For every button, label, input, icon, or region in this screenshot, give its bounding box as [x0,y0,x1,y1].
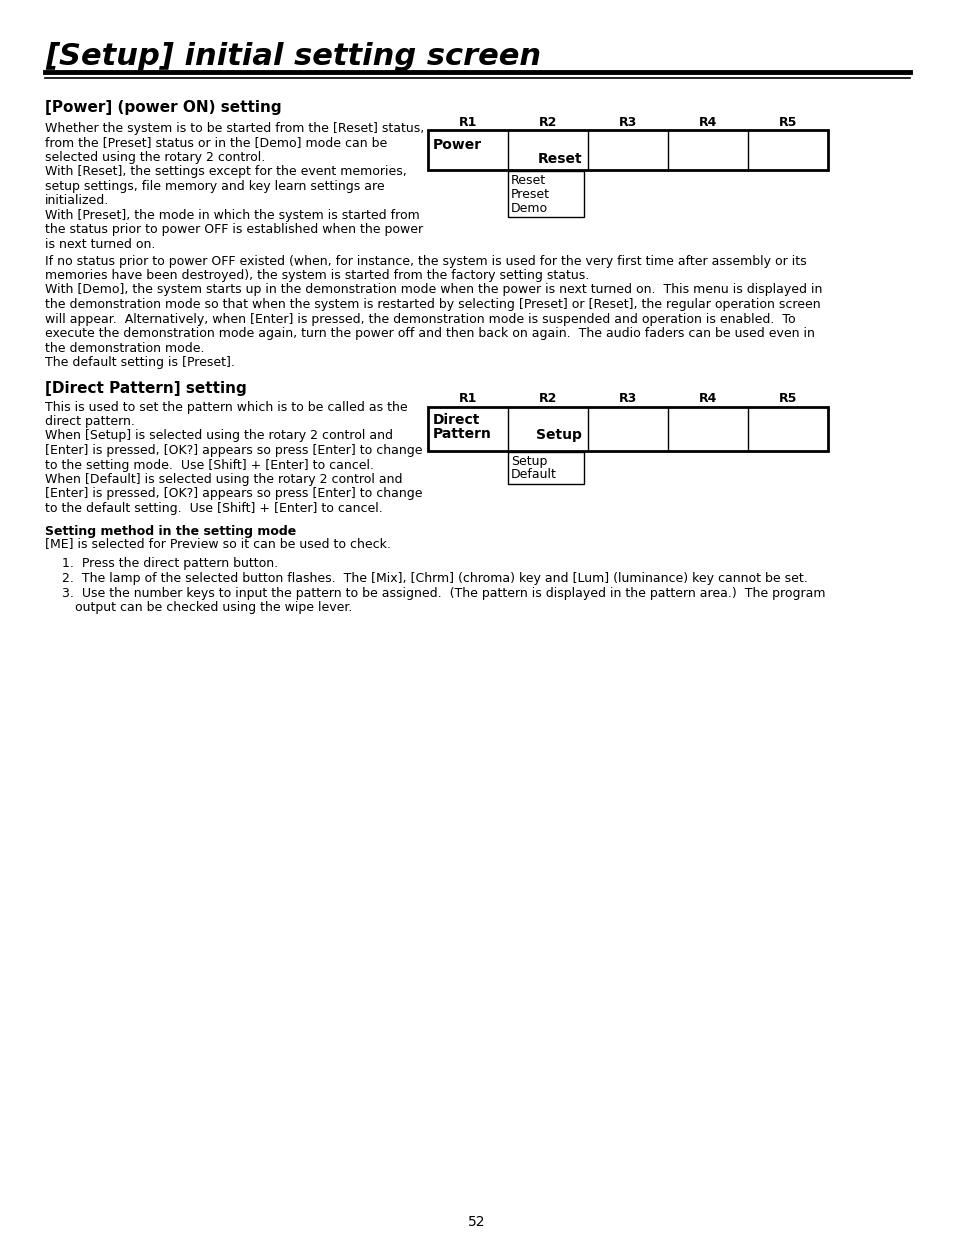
Text: the status prior to power OFF is established when the power: the status prior to power OFF is establi… [45,224,423,236]
Text: selected using the rotary 2 control.: selected using the rotary 2 control. [45,151,265,165]
Text: R2: R2 [538,392,557,406]
Bar [428,130,827,169]
Text: R5: R5 [778,116,797,129]
Text: Setting method in the setting mode: Setting method in the setting mode [45,524,296,538]
Text: execute the demonstration mode again, turn the power off and then back on again.: execute the demonstration mode again, tu… [45,327,814,340]
Text: R3: R3 [618,116,637,129]
Text: output can be checked using the wipe lever.: output can be checked using the wipe lev… [75,601,352,614]
Text: R3: R3 [618,392,637,406]
Text: This is used to set the pattern which is to be called as the: This is used to set the pattern which is… [45,401,407,413]
Text: 2.  The lamp of the selected button flashes.  The [Mix], [Chrm] (chroma) key and: 2. The lamp of the selected button flash… [62,571,807,585]
Text: 52: 52 [468,1215,485,1230]
Text: Demo: Demo [511,202,548,215]
Text: will appear.  Alternatively, when [Enter] is pressed, the demonstration mode is : will appear. Alternatively, when [Enter]… [45,313,795,325]
Text: Preset: Preset [511,188,550,200]
Text: is next turned on.: is next turned on. [45,238,155,251]
Text: initialized.: initialized. [45,194,110,208]
Text: With [Preset], the mode in which the system is started from: With [Preset], the mode in which the sys… [45,209,419,221]
Text: R5: R5 [778,392,797,406]
Text: to the default setting.  Use [Shift] + [Enter] to cancel.: to the default setting. Use [Shift] + [E… [45,502,382,515]
Text: [Enter] is pressed, [OK?] appears so press [Enter] to change: [Enter] is pressed, [OK?] appears so pre… [45,444,422,456]
Text: Reset: Reset [511,174,545,187]
Text: R2: R2 [538,116,557,129]
Text: R4: R4 [699,116,717,129]
Text: to the setting mode.  Use [Shift] + [Enter] to cancel.: to the setting mode. Use [Shift] + [Ente… [45,459,374,471]
Text: setup settings, file memory and key learn settings are: setup settings, file memory and key lear… [45,181,384,193]
Text: the demonstration mode so that when the system is restarted by selecting [Preset: the demonstration mode so that when the … [45,298,820,310]
Bar [507,452,583,484]
Text: direct pattern.: direct pattern. [45,414,134,428]
Text: With [Demo], the system starts up in the demonstration mode when the power is ne: With [Demo], the system starts up in the… [45,283,821,297]
Text: Whether the system is to be started from the [Reset] status,: Whether the system is to be started from… [45,122,424,135]
Bar [428,407,827,450]
Text: When [Default] is selected using the rotary 2 control and: When [Default] is selected using the rot… [45,473,402,486]
Text: Power: Power [433,139,481,152]
Text: R4: R4 [699,392,717,406]
Text: R1: R1 [458,116,476,129]
Text: [Power] (power ON) setting: [Power] (power ON) setting [45,100,281,115]
Text: [Setup] initial setting screen: [Setup] initial setting screen [45,42,540,71]
Text: Direct: Direct [433,412,480,427]
Text: With [Reset], the settings except for the event memories,: With [Reset], the settings except for th… [45,166,406,178]
Text: 3.  Use the number keys to input the pattern to be assigned.  (The pattern is di: 3. Use the number keys to input the patt… [62,586,824,600]
Text: Setup: Setup [536,428,581,443]
Text: Setup: Setup [511,454,547,468]
Text: [Direct Pattern] setting: [Direct Pattern] setting [45,381,247,396]
Text: [Enter] is pressed, [OK?] appears so press [Enter] to change: [Enter] is pressed, [OK?] appears so pre… [45,487,422,501]
Text: the demonstration mode.: the demonstration mode. [45,341,204,355]
Text: The default setting is [Preset].: The default setting is [Preset]. [45,356,234,369]
Bar [507,171,583,216]
Text: R1: R1 [458,392,476,406]
Text: memories have been destroyed), the system is started from the factory setting st: memories have been destroyed), the syste… [45,268,589,282]
Text: Pattern: Pattern [433,427,492,440]
Text: 1.  Press the direct pattern button.: 1. Press the direct pattern button. [62,558,278,570]
Text: When [Setup] is selected using the rotary 2 control and: When [Setup] is selected using the rotar… [45,429,393,443]
Text: If no status prior to power OFF existed (when, for instance, the system is used : If no status prior to power OFF existed … [45,255,806,267]
Text: Reset: Reset [537,152,581,166]
Text: from the [Preset] status or in the [Demo] mode can be: from the [Preset] status or in the [Demo… [45,136,387,150]
Text: [ME] is selected for Preview so it can be used to check.: [ME] is selected for Preview so it can b… [45,538,391,550]
Text: Default: Default [511,469,557,481]
